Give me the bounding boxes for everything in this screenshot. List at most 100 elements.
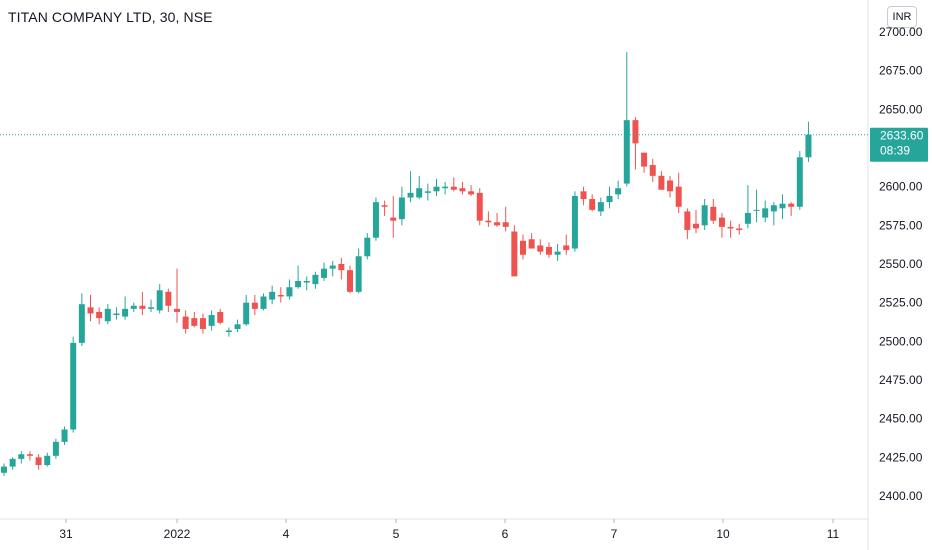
time-tick-label: 10 [716,527,730,541]
candle-body [321,268,328,278]
candle-body [563,245,570,251]
candle-body [407,192,414,198]
candle-body [476,192,483,221]
candle-body [70,342,77,430]
candle-body [139,305,146,309]
candle-body [78,304,85,343]
candle-body [450,186,457,190]
candle-body [338,264,345,271]
candle-body [718,217,725,227]
candle-body [18,454,25,459]
candle-body [710,206,717,221]
candle-body [736,228,743,230]
candle-body [295,281,302,288]
candle-body [805,134,812,158]
price-tick-label: 2500.00 [879,334,923,348]
currency-button[interactable]: INR [887,6,917,28]
candle-body [355,256,362,292]
candle-body [303,281,310,283]
candle-body [35,457,42,466]
candles-group [1,52,812,476]
candle-body [554,251,561,255]
candle-body [502,222,509,227]
candle-body [485,220,492,223]
candle-body [113,313,120,316]
candle-body [545,246,552,255]
candle-body [52,441,59,456]
candle-body [571,195,578,249]
candle-body [701,205,708,226]
candle-body [174,308,180,312]
candle-body [26,454,33,456]
price-axis[interactable]: 2700.002675.002650.002625.002600.002575.… [879,25,923,503]
price-tick-label: 2525.00 [879,296,923,310]
chart-title: TITAN COMPANY LTD, 30, NSE [8,9,213,25]
price-tick-label: 2450.00 [879,412,923,426]
candle-body [234,324,241,329]
candle-body [277,294,284,297]
time-tick-label: 7 [611,527,618,541]
last-price-badge: 2633.60 08:39 [870,127,928,162]
candle-body [442,186,449,189]
candle-body [191,318,198,326]
candle-body [122,308,129,317]
time-tick-label: 2022 [164,527,191,541]
candle-body [693,223,699,229]
candle-body [779,203,786,209]
candle-body [753,209,760,211]
candle-body [684,211,691,230]
candle-body [260,296,267,309]
candle-body [649,165,656,176]
candle-body [165,291,172,306]
candle-body [433,186,440,192]
price-tick-label: 2475.00 [879,373,923,387]
candle-body [788,203,795,207]
candle-body [347,270,353,292]
candle-body [130,305,137,309]
candle-body [96,311,103,319]
candle-body [61,429,68,442]
candle-body [251,302,258,309]
candle-body [329,265,336,269]
candle-body [9,458,16,467]
candle-body [632,120,639,144]
candle-body [494,222,501,226]
candle-body [424,191,431,193]
candle-body [372,202,379,238]
candle-body [104,308,111,322]
candle-body [762,208,769,218]
candle-body [208,315,215,326]
candle-body [537,245,544,252]
time-tick-label: 5 [393,527,400,541]
candle-body [416,188,423,198]
price-tick-label: 2425.00 [879,450,923,464]
time-tick-label: 4 [283,527,290,541]
price-tick-label: 2550.00 [879,257,923,271]
candle-body [615,188,622,195]
time-axis[interactable]: 31 2022 4 5 6 7 10 11 [59,519,840,541]
candle-body [312,274,319,285]
candle-body [623,120,630,184]
candle-body [199,318,206,329]
candle-body [468,191,475,195]
candle-body [675,186,682,207]
time-tick-label: 6 [502,527,509,541]
candle-body [286,287,293,297]
candle-body [398,197,405,220]
candle-body [520,240,526,255]
candle-body [770,205,777,212]
countdown-label: 08:39 [880,144,910,158]
candle-body [390,217,397,221]
candle-body [87,307,94,314]
price-tick-label: 2600.00 [879,180,923,194]
candle-body [727,226,734,229]
candle-body [1,466,7,473]
candle-body [580,191,587,200]
last-price-label: 2633.60 [880,129,924,143]
candle-body [148,307,155,309]
candle-body [217,311,224,323]
candle-body [459,188,466,192]
candle-body [667,180,674,192]
time-tick-label: 31 [59,527,73,541]
